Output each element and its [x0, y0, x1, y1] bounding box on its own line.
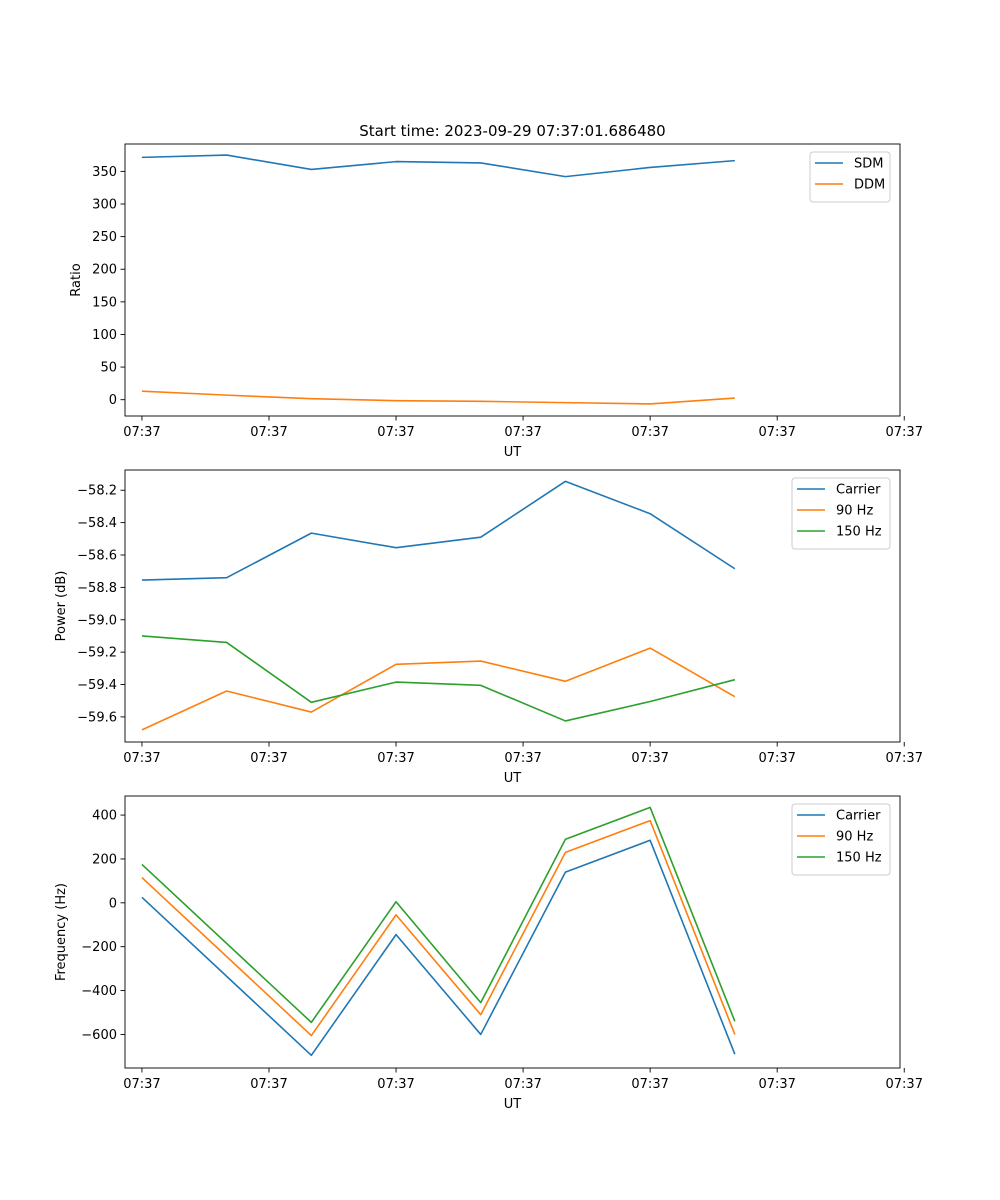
y-tick-label: 350	[92, 165, 117, 180]
series-line-ddm	[141, 390, 735, 405]
x-tick-label: 07:37	[631, 425, 668, 440]
x-tick-label: 07:37	[758, 751, 795, 766]
x-axis-label: UT	[504, 771, 522, 786]
x-tick-label: 07:37	[377, 751, 414, 766]
x-tick-label: 07:37	[504, 751, 541, 766]
y-tick-label: 0	[109, 393, 117, 408]
y-tick-label: −59.0	[77, 613, 117, 628]
x-axis-label: UT	[504, 1097, 522, 1112]
x-tick-label: 07:37	[631, 751, 668, 766]
x-tick-label: 07:37	[250, 425, 287, 440]
y-tick-label: −600	[81, 1028, 117, 1043]
x-axis-label: UT	[504, 445, 522, 460]
y-tick-label: −59.4	[77, 678, 117, 693]
series-line-carrier	[141, 839, 736, 1057]
legend-label: DDM	[854, 178, 885, 193]
x-tick-label: 07:37	[886, 425, 923, 440]
legend-label: Carrier	[836, 809, 881, 824]
x-tick-label: 07:37	[250, 751, 287, 766]
y-tick-label: 100	[92, 328, 117, 343]
series-line-150-hz	[141, 806, 736, 1024]
series-line-carrier	[141, 480, 736, 581]
legend-label: 90 Hz	[836, 830, 873, 845]
x-tick-label: 07:37	[504, 425, 541, 440]
subplot-1: 07:37 07:37 07:37 07:37 07:37 07:37 07:37 UT 0 50…	[69, 143, 923, 460]
axes-frame	[124, 795, 901, 1069]
x-tick-label: 07:37	[886, 751, 923, 766]
subplot-3: 07:37 07:37 07:37 07:37 07:37 07:37 07:37 UT −60…	[54, 795, 923, 1112]
x-tick-label: 07:37	[123, 751, 160, 766]
x-tick-label: 07:37	[250, 1077, 287, 1092]
y-tick-label: −200	[81, 940, 117, 955]
x-tick-label: 07:37	[758, 1077, 795, 1092]
figure-title: Start time: 2023-09-29 07:37:01.686480	[359, 122, 665, 140]
series-line-90-hz	[141, 819, 736, 1037]
series-line-150-hz	[141, 635, 736, 722]
y-tick-label: −400	[81, 984, 117, 999]
x-tick-label: 07:37	[886, 1077, 923, 1092]
y-tick-label: −58.4	[77, 516, 117, 531]
y-axis-label: Frequency (Hz)	[54, 883, 69, 981]
legend: SDM DDM	[809, 151, 891, 203]
y-tick-label: 200	[92, 852, 117, 867]
subplot-2: 07:37 07:37 07:37 07:37 07:37 07:37 07:37 UT −59…	[54, 469, 923, 786]
legend-label: Carrier	[836, 483, 881, 498]
x-tick-label: 07:37	[504, 1077, 541, 1092]
y-tick-label: 300	[92, 198, 117, 213]
legend: Carrier 90 Hz 150 Hz	[791, 803, 891, 876]
y-tick-label: 50	[100, 361, 117, 376]
series-line-90-hz	[141, 647, 736, 731]
axes-frame	[124, 143, 901, 417]
y-tick-label: 150	[92, 295, 117, 310]
y-tick-label: −58.6	[77, 549, 117, 564]
legend-label: SDM	[854, 157, 883, 172]
legend-label: 150 Hz	[836, 525, 882, 540]
y-tick-label: −58.2	[77, 484, 117, 499]
subplots: 07:37 07:37 07:37 07:37 07:37 07:37 07:37 UT 0 50…	[54, 143, 923, 1112]
x-tick-label: 07:37	[377, 1077, 414, 1092]
y-axis-label: Ratio	[69, 263, 84, 296]
y-tick-label: 250	[92, 230, 117, 245]
legend: Carrier 90 Hz 150 Hz	[791, 477, 891, 550]
x-tick-label: 07:37	[123, 425, 160, 440]
y-tick-label: −59.2	[77, 646, 117, 661]
legend-label: 90 Hz	[836, 504, 873, 519]
x-tick-label: 07:37	[123, 1077, 160, 1092]
x-tick-label: 07:37	[377, 425, 414, 440]
y-tick-label: −58.8	[77, 581, 117, 596]
y-tick-label: 200	[92, 263, 117, 278]
y-tick-label: 400	[92, 809, 117, 824]
y-axis-label: Power (dB)	[54, 571, 69, 642]
y-tick-label: −59.6	[77, 710, 117, 725]
series-line-sdm	[141, 154, 735, 178]
y-tick-label: 0	[109, 896, 117, 911]
legend-label: 150 Hz	[836, 851, 882, 866]
axes-frame	[124, 469, 901, 743]
legend-box	[809, 151, 891, 203]
x-tick-label: 07:37	[631, 1077, 668, 1092]
x-tick-label: 07:37	[758, 425, 795, 440]
